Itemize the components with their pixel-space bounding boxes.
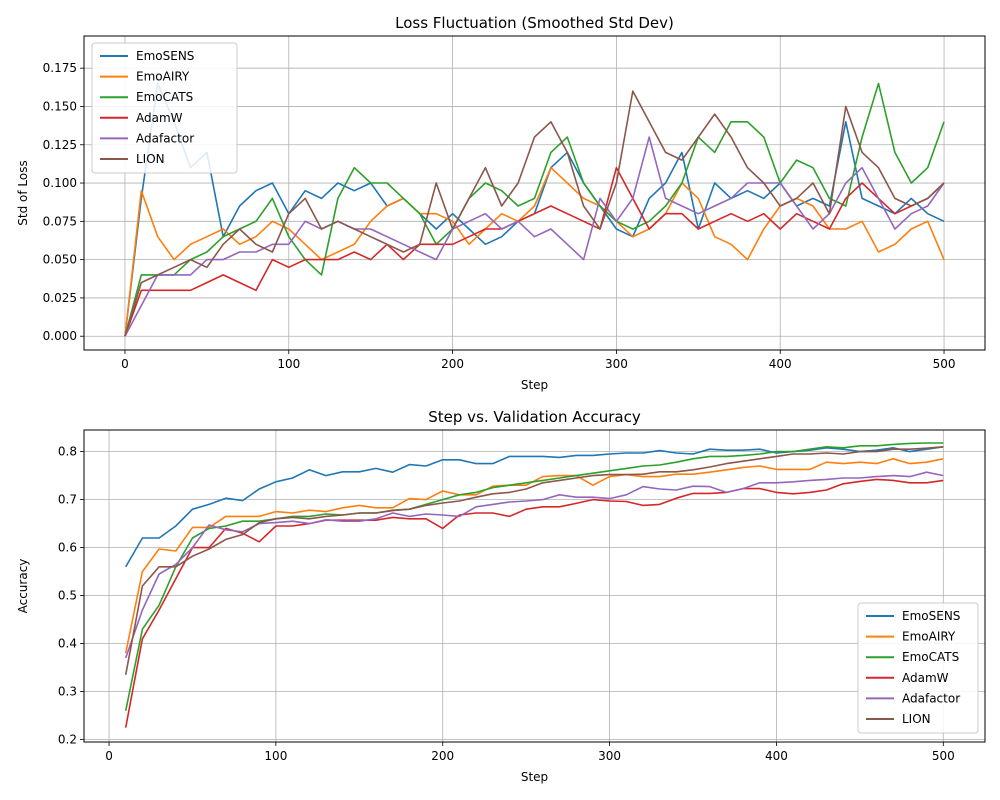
accuracy-legend-label: AdamW — [902, 671, 949, 685]
loss-y-axis-label: Std of Loss — [16, 160, 30, 225]
accuracy-legend-label: EmoAIRY — [902, 630, 956, 644]
accuracy-x-tick-label: 300 — [598, 749, 621, 763]
accuracy-y-tick-label: 0.5 — [58, 589, 77, 603]
accuracy-y-tick-label: 0.7 — [58, 493, 77, 507]
loss-chart: 0 100 200 300 400 500 0.000 0.025 0.050 0.075 0.1… — [16, 14, 986, 392]
accuracy-y-tick-label: 0.8 — [58, 445, 77, 459]
accuracy-y-tick-label: 0.3 — [58, 685, 77, 699]
loss-x-tick-label: 500 — [933, 357, 956, 371]
accuracy-legend-label: EmoCATS — [902, 650, 959, 664]
loss-x-tick-label: 100 — [277, 357, 300, 371]
loss-legend-label: EmoSENS — [136, 49, 194, 63]
loss-plot-frame — [83, 35, 986, 351]
loss-y-tick-label: 0.100 — [43, 176, 77, 190]
accuracy-series-line-adamw — [124, 478, 944, 728]
loss-y-tick-label: 0.050 — [43, 253, 77, 267]
accuracy-y-ticks: 0.2 0.3 0.4 0.5 0.6 0.7 0.8 — [58, 445, 84, 747]
loss-x-ticks: 0 100 200 300 400 500 — [121, 350, 955, 371]
accuracy-legend-box — [857, 602, 979, 734]
accuracy-x-axis-label: Step — [521, 770, 548, 784]
accuracy-x-tick-label: 500 — [932, 749, 955, 763]
loss-x-tick-label: 200 — [441, 357, 464, 371]
loss-series-line-emoairy — [124, 166, 945, 337]
loss-series — [124, 82, 945, 337]
loss-y-tick-label: 0.000 — [43, 329, 77, 343]
accuracy-x-tick-label: 0 — [105, 749, 113, 763]
accuracy-y-axis-label: Accuracy — [16, 559, 30, 614]
accuracy-y-tick-label: 0.4 — [58, 637, 77, 651]
loss-y-ticks: 0.000 0.025 0.050 0.075 0.100 0.125 0.150 0.175 — [43, 61, 84, 343]
accuracy-x-tick-label: 100 — [264, 749, 287, 763]
loss-x-tick-label: 400 — [769, 357, 792, 371]
accuracy-chart-title: Step vs. Validation Accuracy — [428, 408, 641, 426]
loss-x-tick-label: 300 — [605, 357, 628, 371]
loss-series-line-adafactor — [124, 136, 945, 337]
loss-legend: EmoSENS EmoAIRY EmoCATS AdamW Adafactor LION — [91, 42, 238, 174]
loss-series-line-lion — [124, 90, 945, 337]
accuracy-chart: 0 100 200 300 400 500 0.2 0.3 0.4 0.5 0.6 0.7 0.8 S… — [16, 408, 986, 784]
loss-legend-label: AdamW — [136, 111, 183, 125]
loss-y-tick-label: 0.125 — [43, 138, 77, 152]
loss-y-tick-label: 0.075 — [43, 214, 77, 228]
accuracy-series-line-lion — [124, 446, 944, 675]
loss-series-line-emocats — [124, 82, 945, 337]
accuracy-x-tick-label: 200 — [431, 749, 454, 763]
accuracy-legend-label: Adafactor — [902, 691, 960, 705]
accuracy-plot-frame — [83, 429, 986, 743]
accuracy-legend-label: LION — [902, 712, 931, 726]
loss-legend-label: EmoCATS — [136, 90, 193, 104]
accuracy-y-tick-label: 0.6 — [58, 541, 77, 555]
loss-legend-label: LION — [136, 152, 165, 166]
accuracy-legend-label: EmoSENS — [902, 609, 960, 623]
accuracy-y-tick-label: 0.2 — [58, 733, 77, 747]
accuracy-x-tick-label: 400 — [765, 749, 788, 763]
loss-chart-title: Loss Fluctuation (Smoothed Std Dev) — [395, 14, 674, 32]
loss-series-line-adamw — [124, 166, 945, 337]
loss-y-tick-label: 0.150 — [43, 99, 77, 113]
accuracy-series-line-adafactor — [124, 471, 944, 659]
loss-legend-label: EmoAIRY — [136, 70, 190, 84]
loss-legend-box — [91, 42, 238, 174]
loss-y-tick-label: 0.175 — [43, 61, 77, 75]
loss-legend-label: Adafactor — [136, 131, 194, 145]
accuracy-series — [124, 442, 944, 728]
accuracy-series-line-emosens — [125, 446, 944, 568]
loss-x-axis-label: Step — [521, 378, 548, 392]
loss-y-tick-label: 0.025 — [43, 291, 77, 305]
accuracy-series-line-emocats — [124, 442, 944, 711]
loss-x-tick-label: 0 — [121, 357, 129, 371]
accuracy-x-ticks: 0 100 200 300 400 500 — [105, 742, 955, 763]
accuracy-legend: EmoSENS EmoAIRY EmoCATS AdamW Adafactor LION — [857, 602, 979, 734]
